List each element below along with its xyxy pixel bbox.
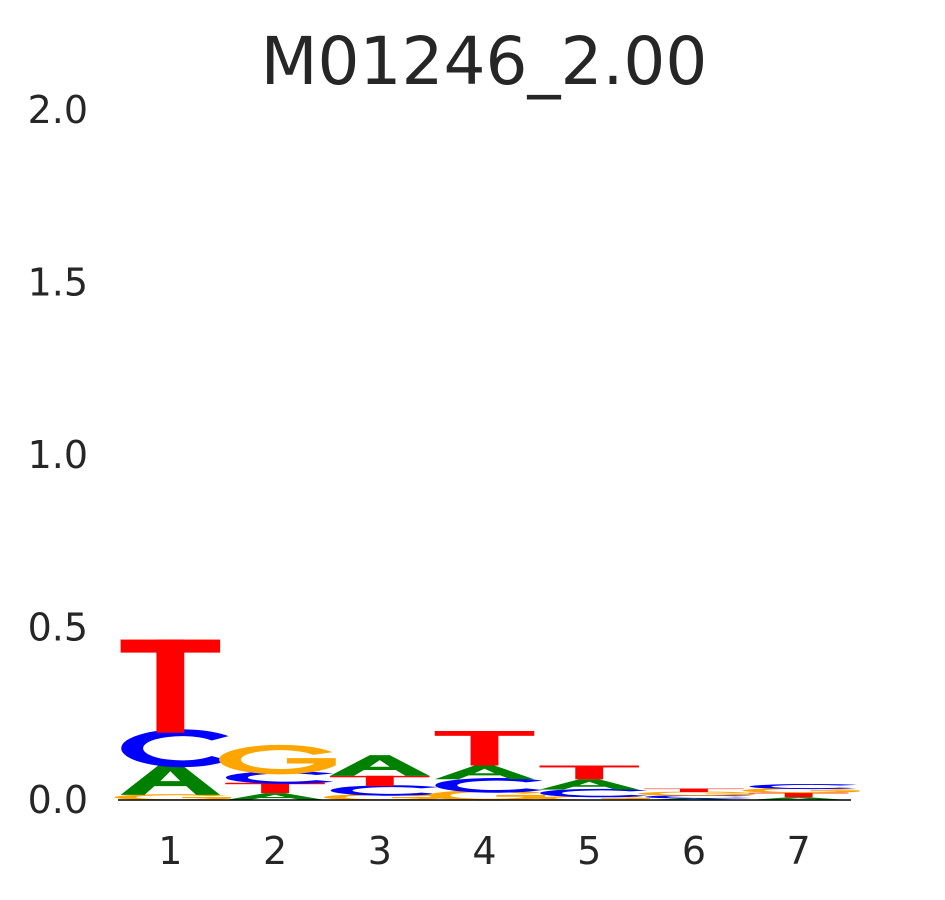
x-tick-label: 5 <box>577 829 601 873</box>
logo-letter-t <box>644 788 744 793</box>
logo-letter-c <box>435 777 543 793</box>
chart-title: M01246_2.00 <box>261 23 708 100</box>
logo-letter-c <box>330 785 438 796</box>
logo-letter-a <box>225 793 325 800</box>
x-tick-label: 4 <box>472 829 496 873</box>
logo-letter-c <box>121 729 229 768</box>
logo-letter-c <box>749 784 857 790</box>
logo-letter-t <box>748 792 849 798</box>
logo-letter-t <box>330 775 430 787</box>
logo-letter-a <box>434 765 535 780</box>
logo-stacks <box>114 639 860 801</box>
y-tick-label: 1.5 <box>28 261 88 305</box>
x-tick-label: 3 <box>368 829 392 873</box>
logo-letter-t <box>120 639 221 733</box>
y-tick-label: 2.0 <box>28 88 88 132</box>
y-axis: 0.0 0.5 1.0 1.5 2.0 <box>28 88 88 822</box>
x-tick-label: 6 <box>682 829 706 873</box>
logo-letter-t <box>434 731 535 766</box>
logo-letter-a <box>539 779 639 790</box>
logo-letter-a <box>330 755 430 776</box>
y-tick-label: 1.0 <box>28 433 88 477</box>
logo-letter-g <box>219 744 336 775</box>
logo-letter-c <box>540 788 648 798</box>
logo-letter-t <box>225 782 325 794</box>
logo-letter-g <box>637 791 755 796</box>
y-tick-label: 0.5 <box>28 606 88 650</box>
logo-letter-t <box>539 765 639 780</box>
x-tick-label: 7 <box>787 829 811 873</box>
y-tick-label: 0.0 <box>28 778 88 822</box>
logo-letter-c <box>645 795 753 799</box>
logo-letter-g <box>742 788 860 794</box>
x-tick-label: 1 <box>158 829 182 873</box>
logo-letter-g <box>114 794 232 801</box>
logo-letter-a <box>120 763 221 795</box>
x-tick-label: 2 <box>263 829 287 873</box>
x-axis: 1 2 3 4 5 6 7 <box>158 829 810 873</box>
